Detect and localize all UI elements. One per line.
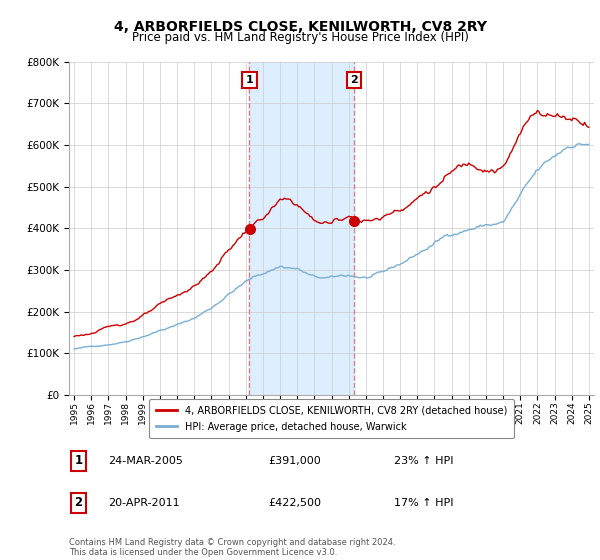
Text: 2: 2 (74, 496, 83, 510)
Text: 2: 2 (350, 75, 358, 85)
Bar (250, 62, 354, 395)
Text: 4, ARBORFIELDS CLOSE, KENILWORTH, CV8 2RY: 4, ARBORFIELDS CLOSE, KENILWORTH, CV8 2R… (113, 20, 487, 34)
Text: 1: 1 (245, 75, 253, 85)
Text: Contains HM Land Registry data © Crown copyright and database right 2024.
This d: Contains HM Land Registry data © Crown c… (69, 538, 395, 557)
Legend: 4, ARBORFIELDS CLOSE, KENILWORTH, CV8 2RY (detached house), HPI: Average price, : 4, ARBORFIELDS CLOSE, KENILWORTH, CV8 2R… (149, 399, 514, 438)
Text: 23% ↑ HPI: 23% ↑ HPI (395, 456, 454, 466)
Text: Price paid vs. HM Land Registry's House Price Index (HPI): Price paid vs. HM Land Registry's House … (131, 31, 469, 44)
Text: £391,000: £391,000 (269, 456, 321, 466)
Text: £422,500: £422,500 (269, 498, 322, 508)
Text: 24-MAR-2005: 24-MAR-2005 (109, 456, 183, 466)
Text: 17% ↑ HPI: 17% ↑ HPI (395, 498, 454, 508)
Text: 1: 1 (74, 454, 83, 468)
Text: 20-APR-2011: 20-APR-2011 (109, 498, 180, 508)
